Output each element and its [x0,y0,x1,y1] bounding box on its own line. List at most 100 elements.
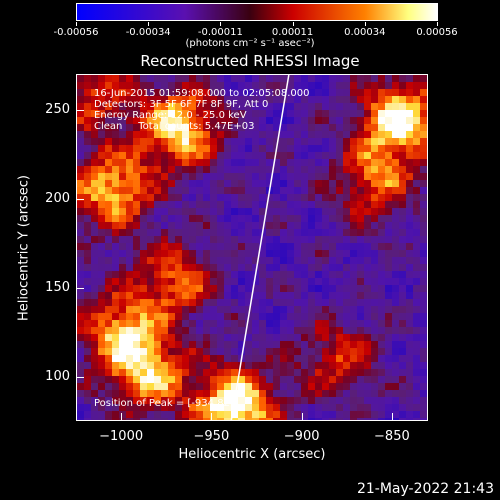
heatmap-cell [119,82,126,89]
heatmap-cell [329,222,336,229]
heatmap-cell [322,159,329,166]
heatmap-cell [84,208,91,215]
heatmap-cell [301,96,308,103]
heatmap-cell [252,369,259,376]
heatmap-cell [308,89,315,96]
heatmap-cell [140,341,147,348]
heatmap-cell [357,278,364,285]
heatmap-cell [245,215,252,222]
heatmap-cell [273,320,280,327]
heatmap-cell [364,355,371,362]
heatmap-cell [140,250,147,257]
heatmap-cell [371,96,378,103]
heatmap-cell [84,383,91,390]
heatmap-cell [133,257,140,264]
heatmap-cell [336,348,343,355]
heatmap-cell [203,187,210,194]
heatmap-cell [147,264,154,271]
heatmap-cell [252,341,259,348]
heatmap-cell [350,278,357,285]
heatmap-cell [413,397,420,404]
heatmap-cell [224,264,231,271]
heatmap-cell [259,187,266,194]
heatmap-cell [154,320,161,327]
heatmap-cell [210,362,217,369]
heatmap-cell [413,103,420,110]
heatmap-cell [259,404,266,411]
heatmap-cell [399,362,406,369]
heatmap-cell [238,201,245,208]
heatmap-cell [252,194,259,201]
heatmap-cell [105,271,112,278]
heatmap-cell [133,166,140,173]
heatmap-cell [364,201,371,208]
heatmap-cell [378,397,385,404]
heatmap-cell [413,348,420,355]
heatmap-cell [217,369,224,376]
heatmap-cell [140,313,147,320]
heatmap-cell [322,390,329,397]
heatmap-cell [322,404,329,411]
heatmap-cell [238,110,245,117]
colorbar-tick-label: 0.00034 [344,27,386,38]
heatmap-cell [343,264,350,271]
heatmap-cell [364,348,371,355]
heatmap-cell [231,243,238,250]
heatmap-cell [252,348,259,355]
heatmap-cell [84,159,91,166]
heatmap-cell [266,152,273,159]
heatmap-cell [105,152,112,159]
heatmap-cell [182,306,189,313]
heatmap-cell [308,110,315,117]
heatmap-cell [371,208,378,215]
heatmap-cell [413,89,420,96]
heatmap-cell [238,208,245,215]
heatmap-cell [231,376,238,383]
heatmap-cell [105,411,112,418]
heatmap-cell [273,110,280,117]
heatmap-cell [77,75,84,82]
heatmap-cell [364,222,371,229]
heatmap-cell [385,152,392,159]
heatmap-cell [119,292,126,299]
heatmap-cell [301,334,308,341]
heatmap-cell [119,278,126,285]
heatmap-cell [308,306,315,313]
heatmap-cell [77,243,84,250]
heatmap-cell [98,250,105,257]
heatmap-cell [322,369,329,376]
heatmap-cell [231,285,238,292]
heatmap-cell [252,306,259,313]
heatmap-cell [287,355,294,362]
heatmap-cell [322,383,329,390]
heatmap-cell [168,292,175,299]
heatmap-cell [406,362,413,369]
heatmap-cell [322,89,329,96]
heatmap-cell [406,292,413,299]
heatmap-cell [105,313,112,320]
heatmap-cell [147,355,154,362]
heatmap-cell [77,138,84,145]
heatmap-cell [217,124,224,131]
heatmap-cell [203,110,210,117]
heatmap-cell [385,285,392,292]
heatmap-cell [133,208,140,215]
heatmap-cell [203,124,210,131]
heatmap-cell [231,411,238,418]
heatmap-cell [210,166,217,173]
heatmap-cell [392,243,399,250]
heatmap-cell [77,320,84,327]
heatmap-cell [329,334,336,341]
heatmap-cell [84,271,91,278]
heatmap-cell [357,397,364,404]
heatmap-cell [147,271,154,278]
heatmap-cell [287,159,294,166]
heatmap-cell [350,418,357,420]
y-axis-title: Heliocentric Y (arcsec) [16,175,32,321]
heatmap-cell [308,82,315,89]
heatmap-cell [406,264,413,271]
heatmap-cell [175,222,182,229]
heatmap-cell [336,110,343,117]
heatmap-cell [364,103,371,110]
heatmap-cell [231,166,238,173]
